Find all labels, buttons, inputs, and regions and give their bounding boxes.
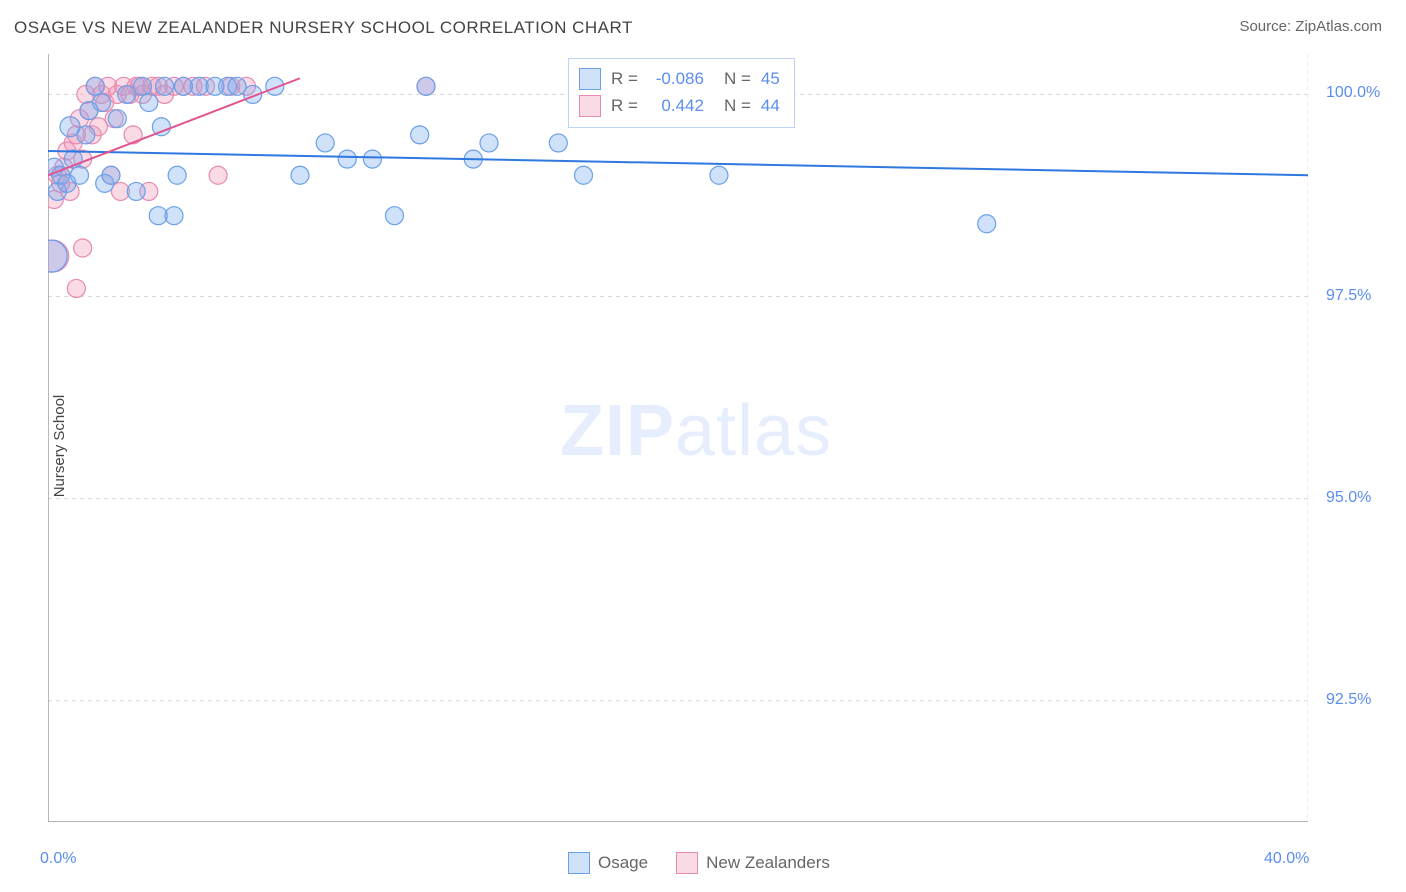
- legend-swatch: [579, 95, 601, 117]
- scatter-point: [86, 77, 104, 95]
- scatter-point: [108, 110, 126, 128]
- legend-n-prefix: N =: [724, 92, 751, 119]
- scatter-point: [127, 182, 145, 200]
- legend-r-prefix: R =: [611, 65, 638, 92]
- legend-series: Osage New Zealanders: [568, 852, 830, 874]
- legend-n-value: 45: [761, 65, 780, 92]
- legend-row: R = 0.442 N = 44: [579, 92, 780, 119]
- y-tick-label: 100.0%: [1326, 84, 1380, 102]
- plot-area: [48, 54, 1308, 822]
- legend-series-item: New Zealanders: [676, 852, 830, 874]
- scatter-point: [978, 215, 996, 233]
- legend-series-label: New Zealanders: [706, 853, 830, 873]
- scatter-point: [480, 134, 498, 152]
- chart-source: Source: ZipAtlas.com: [1239, 18, 1382, 35]
- legend-row: R = -0.086 N = 45: [579, 65, 780, 92]
- legend-series-label: Osage: [598, 853, 648, 873]
- scatter-point: [71, 166, 89, 184]
- x-tick-label: 40.0%: [1264, 850, 1309, 868]
- scatter-point: [102, 166, 120, 184]
- legend-r-value: -0.086: [648, 65, 704, 92]
- scatter-point: [209, 166, 227, 184]
- scatter-point: [156, 77, 174, 95]
- legend-r-value: 0.442: [648, 92, 704, 119]
- scatter-point: [316, 134, 334, 152]
- x-tick-label: 0.0%: [40, 850, 76, 868]
- scatter-point: [67, 279, 85, 297]
- legend-n-value: 44: [761, 92, 780, 119]
- scatter-point: [575, 166, 593, 184]
- legend-swatch: [579, 68, 601, 90]
- y-tick-label: 95.0%: [1326, 489, 1371, 507]
- scatter-point: [549, 134, 567, 152]
- scatter-point: [165, 207, 183, 225]
- scatter-point: [363, 150, 381, 168]
- scatter-point: [168, 166, 186, 184]
- regression-line: [48, 151, 1308, 175]
- chart-container: OSAGE VS NEW ZEALANDER NURSERY SCHOOL CO…: [0, 0, 1406, 892]
- legend-series-item: Osage: [568, 852, 648, 874]
- scatter-point: [77, 126, 95, 144]
- chart-title: OSAGE VS NEW ZEALANDER NURSERY SCHOOL CO…: [14, 18, 633, 38]
- scatter-point: [93, 94, 111, 112]
- scatter-point: [228, 77, 246, 95]
- legend-r-prefix: R =: [611, 92, 638, 119]
- legend-n-prefix: N =: [724, 65, 751, 92]
- y-tick-label: 97.5%: [1326, 287, 1371, 305]
- legend-swatch: [568, 852, 590, 874]
- scatter-point: [411, 126, 429, 144]
- legend-swatch: [676, 852, 698, 874]
- scatter-point: [134, 77, 152, 95]
- scatter-point: [386, 207, 404, 225]
- scatter-point: [417, 77, 435, 95]
- scatter-point: [140, 94, 158, 112]
- scatter-point: [118, 85, 136, 103]
- scatter-point: [338, 150, 356, 168]
- scatter-point: [74, 239, 92, 257]
- scatter-point: [291, 166, 309, 184]
- y-tick-label: 92.5%: [1326, 691, 1371, 709]
- scatter-point: [710, 166, 728, 184]
- legend-correlation: R = -0.086 N = 45 R = 0.442 N = 44: [568, 58, 795, 128]
